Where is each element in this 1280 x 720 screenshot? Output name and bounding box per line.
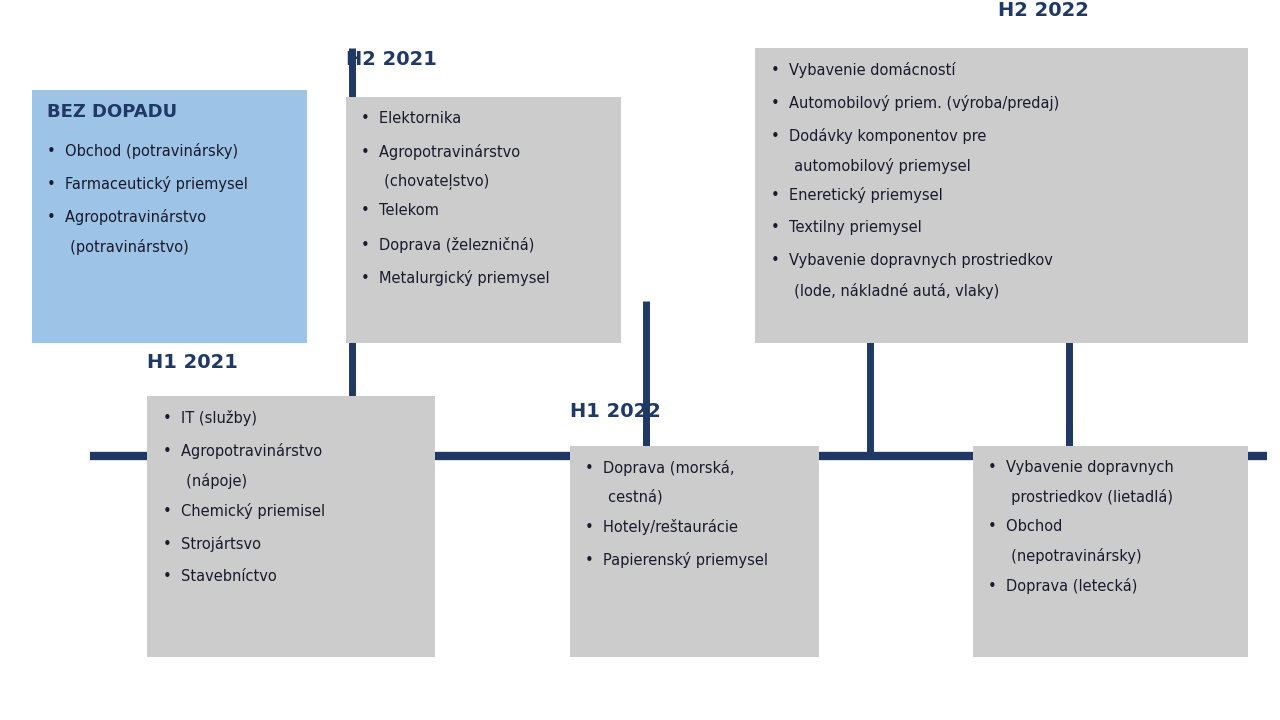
Text: •  IT (služby): • IT (služby) bbox=[163, 410, 256, 426]
Text: •  Stavebníctvo: • Stavebníctvo bbox=[163, 569, 276, 584]
Text: •  Automobilový priem. (výroba/predaj): • Automobilový priem. (výroba/predaj) bbox=[771, 95, 1059, 111]
Text: •  Vybavenie dopravnych prostriedkov: • Vybavenie dopravnych prostriedkov bbox=[771, 253, 1052, 269]
Text: •  Agropotravinárstvo: • Agropotravinárstvo bbox=[47, 209, 206, 225]
Text: •  Doprava (morská,: • Doprava (morská, bbox=[585, 459, 735, 476]
Text: •  Hotely/reštaurácie: • Hotely/reštaurácie bbox=[585, 518, 739, 535]
Text: BEZ DOPADU: BEZ DOPADU bbox=[47, 103, 178, 121]
Text: •  Dodávky komponentov pre: • Dodávky komponentov pre bbox=[771, 128, 986, 144]
FancyBboxPatch shape bbox=[346, 97, 621, 343]
Text: cestná): cestná) bbox=[585, 489, 663, 505]
Text: •  Doprava (železničná): • Doprava (železničná) bbox=[361, 236, 534, 253]
Text: •  Elektornika: • Elektornika bbox=[361, 111, 461, 126]
FancyBboxPatch shape bbox=[147, 396, 435, 657]
Text: (nepotravinársky): (nepotravinársky) bbox=[988, 548, 1142, 564]
Text: •  Eneretický priemysel: • Eneretický priemysel bbox=[771, 187, 942, 203]
Text: •  Vybavenie dopravnych: • Vybavenie dopravnych bbox=[988, 459, 1174, 474]
FancyBboxPatch shape bbox=[32, 90, 307, 343]
Text: •  Farmaceutický priemysel: • Farmaceutický priemysel bbox=[47, 176, 248, 192]
Text: •  Agropotravinárstvo: • Agropotravinárstvo bbox=[163, 444, 321, 459]
Text: (potravinárstvo): (potravinárstvo) bbox=[47, 238, 189, 255]
Text: •  Metalurgický priemysel: • Metalurgický priemysel bbox=[361, 269, 549, 286]
Text: prostriedkov (lietadlá): prostriedkov (lietadlá) bbox=[988, 489, 1174, 505]
Text: H2 2021: H2 2021 bbox=[346, 50, 436, 69]
Text: •  Agropotravinárstvo: • Agropotravinárstvo bbox=[361, 144, 520, 161]
FancyBboxPatch shape bbox=[755, 48, 1248, 343]
Text: (nápoje): (nápoje) bbox=[163, 473, 247, 489]
Text: 2023: 2023 bbox=[1034, 495, 1103, 519]
Text: 2021: 2021 bbox=[189, 495, 259, 519]
Text: •  Obchod (potravinársky): • Obchod (potravinársky) bbox=[47, 143, 238, 159]
Text: automobilový priemysel: automobilový priemysel bbox=[771, 158, 970, 174]
Text: •  Papierenský priemysel: • Papierenský priemysel bbox=[585, 552, 768, 568]
Text: •  Textilny priemysel: • Textilny priemysel bbox=[771, 220, 922, 235]
Text: •  Vybavenie domácností: • Vybavenie domácností bbox=[771, 62, 955, 78]
Text: •  Chemický priemisel: • Chemický priemisel bbox=[163, 503, 325, 518]
Text: (chovateļstvo): (chovateļstvo) bbox=[361, 174, 489, 190]
Text: H1 2022: H1 2022 bbox=[570, 402, 660, 421]
Text: •  Strojártsvo: • Strojártsvo bbox=[163, 536, 261, 552]
Text: •  Telekom: • Telekom bbox=[361, 204, 439, 218]
Text: •  Doprava (letecká): • Doprava (letecká) bbox=[988, 578, 1138, 594]
FancyBboxPatch shape bbox=[973, 446, 1248, 657]
Text: 2022: 2022 bbox=[612, 495, 681, 519]
Text: •  Obchod: • Obchod bbox=[988, 518, 1062, 534]
Text: H1 2021: H1 2021 bbox=[147, 353, 238, 372]
FancyBboxPatch shape bbox=[570, 446, 819, 657]
Text: (lode, nákladné autá, vlaky): (lode, nákladné autá, vlaky) bbox=[771, 283, 998, 299]
Text: H2 2022: H2 2022 bbox=[998, 1, 1089, 19]
